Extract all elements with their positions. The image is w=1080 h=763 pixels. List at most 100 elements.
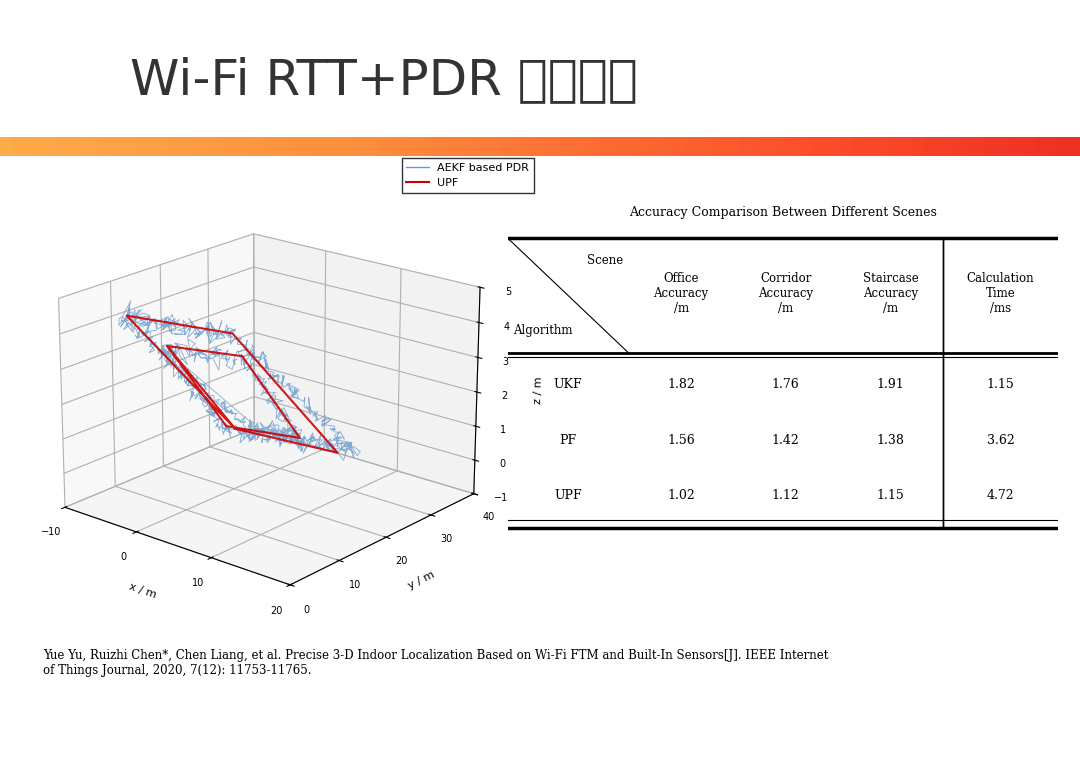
Bar — [707, 137, 713, 156]
Bar — [297, 137, 302, 156]
Bar — [275, 137, 281, 156]
Bar — [718, 137, 724, 156]
Bar — [27, 137, 32, 156]
Bar — [11, 137, 16, 156]
Text: Calculation
Time
/ms: Calculation Time /ms — [967, 272, 1035, 315]
Bar — [1058, 137, 1064, 156]
Bar — [416, 137, 421, 156]
Text: 1.15: 1.15 — [987, 378, 1014, 391]
Bar — [43, 137, 49, 156]
Text: UPF: UPF — [554, 489, 582, 503]
Bar — [1010, 137, 1015, 156]
Bar — [788, 137, 794, 156]
Bar — [535, 137, 540, 156]
Bar — [907, 137, 913, 156]
Bar — [891, 137, 896, 156]
Bar — [32, 137, 38, 156]
Bar — [221, 137, 227, 156]
Bar — [653, 137, 659, 156]
Text: Scene: Scene — [588, 254, 623, 267]
Bar — [265, 137, 270, 156]
Bar — [859, 137, 864, 156]
Bar — [367, 137, 373, 156]
Bar — [178, 137, 184, 156]
Bar — [216, 137, 221, 156]
Text: Staircase
Accuracy
/m: Staircase Accuracy /m — [863, 272, 918, 315]
Bar — [157, 137, 162, 156]
Bar — [821, 137, 826, 156]
Bar — [1026, 137, 1031, 156]
Text: 1.42: 1.42 — [772, 434, 799, 447]
Bar — [103, 137, 108, 156]
Bar — [459, 137, 464, 156]
Bar — [373, 137, 378, 156]
Bar — [983, 137, 988, 156]
Bar — [481, 137, 486, 156]
Bar — [432, 137, 437, 156]
Bar — [232, 137, 238, 156]
Bar — [508, 137, 513, 156]
Bar — [400, 137, 405, 156]
Text: 1.02: 1.02 — [667, 489, 694, 503]
Bar — [1053, 137, 1058, 156]
Bar — [238, 137, 243, 156]
Bar — [475, 137, 481, 156]
Bar — [76, 137, 81, 156]
Bar — [205, 137, 211, 156]
Bar — [902, 137, 907, 156]
Bar — [211, 137, 216, 156]
Bar — [659, 137, 664, 156]
Bar — [38, 137, 43, 156]
Bar — [491, 137, 497, 156]
Text: 1.12: 1.12 — [772, 489, 799, 503]
Bar — [551, 137, 556, 156]
Bar — [691, 137, 697, 156]
Bar — [151, 137, 157, 156]
Bar — [637, 137, 643, 156]
Bar — [173, 137, 178, 156]
X-axis label: x / m: x / m — [127, 581, 158, 600]
Bar — [486, 137, 491, 156]
Bar — [292, 137, 297, 156]
Bar — [1069, 137, 1075, 156]
Bar — [815, 137, 821, 156]
Bar — [648, 137, 653, 156]
Bar — [540, 137, 545, 156]
Bar — [1075, 137, 1080, 156]
Bar — [972, 137, 977, 156]
Bar — [410, 137, 416, 156]
Text: 1.15: 1.15 — [877, 489, 904, 503]
Bar — [502, 137, 508, 156]
Bar — [702, 137, 707, 156]
Bar — [940, 137, 945, 156]
Bar — [394, 137, 400, 156]
Bar — [794, 137, 799, 156]
Bar — [562, 137, 567, 156]
Text: UKF: UKF — [554, 378, 582, 391]
Bar — [49, 137, 54, 156]
Bar — [59, 137, 65, 156]
Bar — [1042, 137, 1048, 156]
Bar — [616, 137, 621, 156]
Legend: AEKF based PDR, UPF: AEKF based PDR, UPF — [402, 158, 534, 192]
Bar — [599, 137, 605, 156]
Bar — [248, 137, 254, 156]
Bar — [443, 137, 448, 156]
Bar — [362, 137, 367, 156]
Bar — [140, 137, 146, 156]
Bar — [259, 137, 265, 156]
Bar — [167, 137, 173, 156]
Bar — [961, 137, 967, 156]
Bar — [5, 137, 11, 156]
Bar — [281, 137, 286, 156]
Bar — [383, 137, 389, 156]
Bar — [572, 137, 578, 156]
Bar — [583, 137, 589, 156]
Bar — [772, 137, 778, 156]
Bar — [686, 137, 691, 156]
Bar — [470, 137, 475, 156]
Bar — [324, 137, 329, 156]
Bar — [956, 137, 961, 156]
Bar — [97, 137, 103, 156]
Bar — [497, 137, 502, 156]
